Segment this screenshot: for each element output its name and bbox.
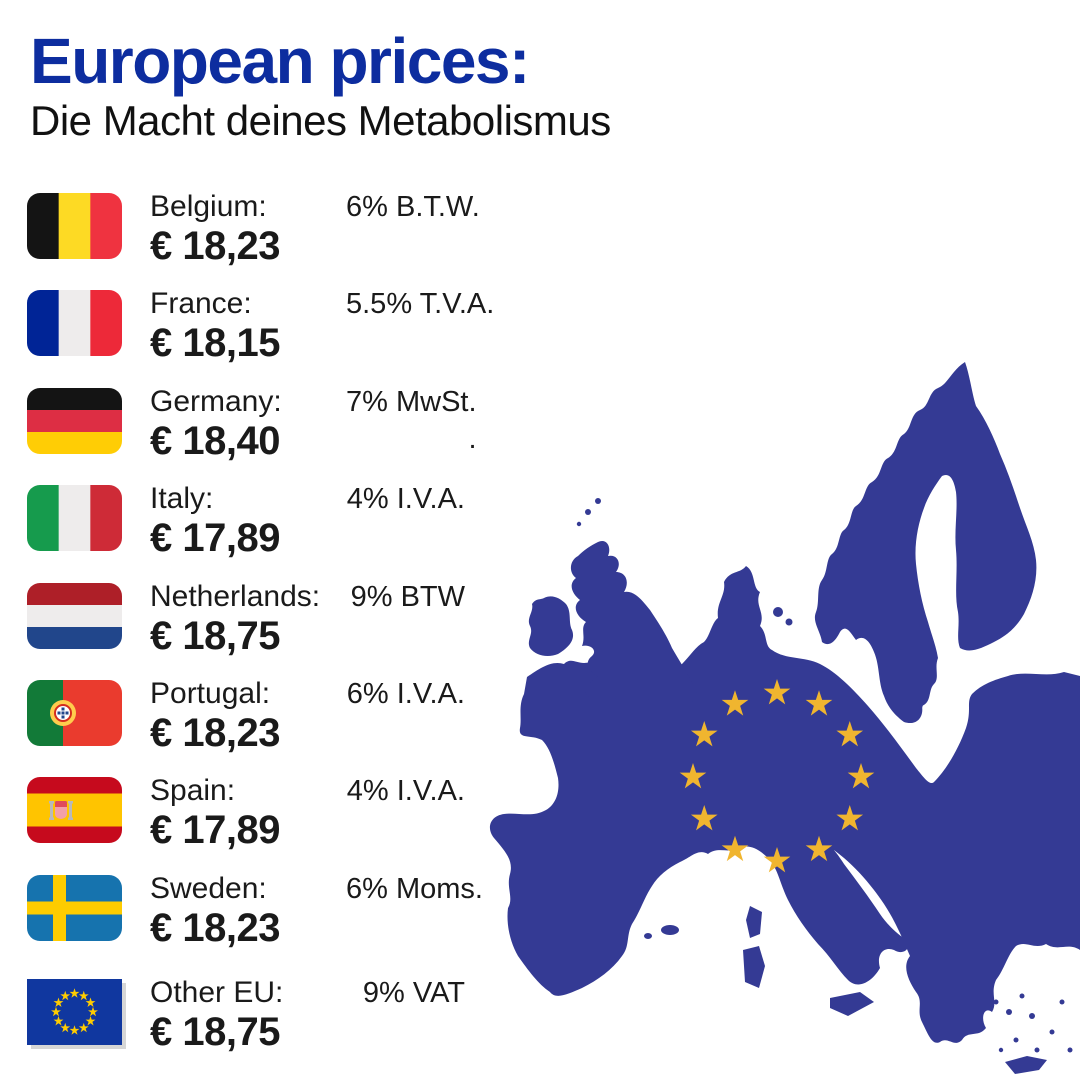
country-label: Germany: [150, 384, 282, 418]
eu-stars-circle-icon [679, 679, 875, 873]
price-value: € 18,75 [150, 613, 280, 658]
price-row: Spain: € 17,89 4% I.V.A. [27, 774, 465, 871]
country-label: Sweden: [150, 871, 267, 905]
europe-landmass [489, 362, 1080, 1074]
vat-label: 7% MwSt.. [346, 385, 477, 455]
vat-label: 6% Moms. [346, 872, 483, 905]
country-label: Portugal: [150, 676, 271, 710]
price-list: Belgium: € 18,23 6% B.T.W. France: € 18,… [27, 190, 494, 1074]
france-flag-icon [27, 290, 122, 357]
price-row: Germany: € 18,40 7% MwSt.. [27, 384, 477, 482]
vat-label: 9% BTW [350, 580, 465, 613]
vat-label: 5.5% T.V.A. [346, 288, 495, 321]
price-row: Other EU: € 18,75 9% VAT [27, 976, 465, 1073]
price-row: Netherlands: € 18,75 9% BTW [27, 580, 465, 677]
portugal-flag-icon [27, 679, 122, 746]
country-label: France: [150, 287, 252, 321]
eu-flag-icon [27, 979, 122, 1046]
spain-flag-icon [27, 777, 122, 844]
price-row: France: € 18,15 5.5% T.V.A. [27, 287, 494, 384]
vat-label: 4% I.V.A. [346, 775, 465, 808]
price-value: € 18,23 [150, 905, 280, 950]
europe-map-icon [489, 362, 1080, 1074]
price-row: Belgium: € 18,23 6% B.T.W. [27, 190, 480, 287]
price-value: € 18,40 [150, 418, 280, 463]
price-row: Italy: € 17,89 4% I.V.A. [27, 482, 465, 579]
vat-label: 9% VAT [362, 977, 465, 1010]
page-subtitle: Die Macht deines Metabolismus [30, 97, 611, 144]
italy-flag-icon [27, 485, 122, 552]
vat-label: 6% B.T.W. [346, 191, 480, 223]
price-value: € 17,89 [150, 516, 280, 561]
country-label: Other EU: [150, 976, 284, 1010]
price-row: Portugal: € 18,23 6% I.V.A. [27, 677, 465, 774]
country-label: Spain: [150, 774, 236, 808]
vat-label: 4% I.V.A. [346, 483, 465, 516]
price-row: Sweden: € 18,23 6% Moms. [27, 871, 483, 969]
price-value: € 18,75 [150, 1010, 280, 1055]
price-value: € 18,23 [150, 224, 280, 268]
belgium-flag-icon [27, 193, 122, 259]
sweden-flag-icon [27, 874, 122, 941]
germany-flag-icon [27, 387, 122, 454]
page-title: European prices: [30, 25, 530, 97]
netherlands-flag-icon [27, 582, 122, 649]
price-value: € 17,89 [150, 808, 280, 853]
vat-label: 6% I.V.A. [346, 677, 465, 710]
country-label: Italy: [150, 482, 214, 516]
price-value: € 18,15 [150, 321, 280, 366]
price-value: € 18,23 [150, 710, 280, 755]
country-label: Netherlands: [150, 579, 321, 613]
header: European prices: Die Macht deines Metabo… [30, 26, 611, 146]
country-label: Belgium: [150, 190, 267, 223]
